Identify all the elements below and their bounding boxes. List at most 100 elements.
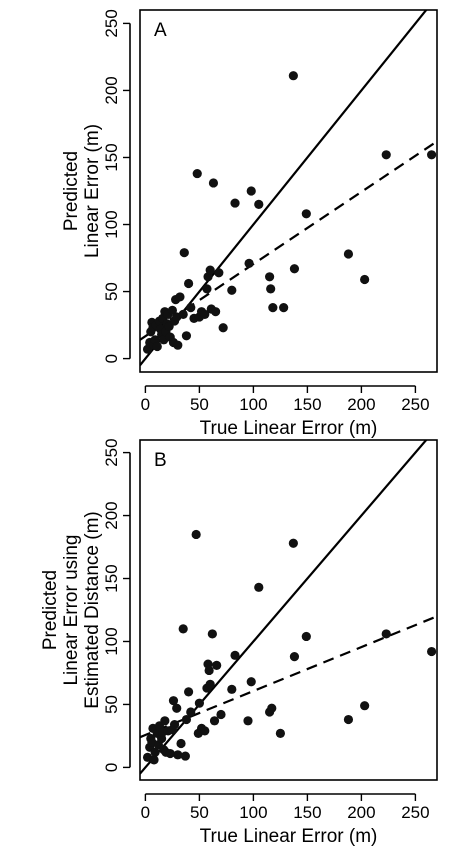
panel-label: B: [154, 450, 167, 471]
data-point: [301, 209, 311, 219]
data-point: [267, 703, 277, 713]
y-tick-label: 50: [102, 695, 121, 714]
data-point: [266, 284, 276, 294]
plot-frame: [139, 9, 438, 373]
x-tick-label: 100: [239, 803, 267, 822]
data-point: [175, 292, 185, 302]
data-point: [289, 264, 300, 274]
data-point: [275, 728, 285, 739]
data-point: [243, 716, 253, 726]
data-point: [211, 307, 221, 317]
data-point: [205, 679, 215, 689]
y-tick-label: 250: [102, 9, 121, 37]
data-point: [227, 285, 237, 295]
y-tick-label: 200: [102, 76, 121, 104]
data-point: [176, 738, 186, 749]
y-tick-label: 150: [102, 564, 121, 592]
x-tick-label: 50: [190, 395, 209, 414]
data-point: [254, 199, 264, 210]
data-point: [152, 341, 162, 352]
data-point: [172, 703, 182, 713]
y-tick-label: 100: [102, 210, 121, 238]
panel-label: A: [154, 20, 167, 41]
data-point: [381, 150, 391, 160]
x-tick-label: 0: [141, 395, 150, 414]
y-tick-label: 50: [102, 282, 121, 301]
data-point: [186, 707, 196, 717]
data-point: [214, 268, 224, 278]
data-point: [209, 716, 220, 726]
x-axis-title: True Linear Error (m): [200, 826, 378, 847]
panel-b: 0 50 100 150 200 250 True Linear Error (m) 0 50 1…: [40, 438, 438, 847]
data-point: [194, 698, 204, 708]
data-point: [246, 186, 256, 196]
x-axis-title: True Linear Error (m): [200, 418, 378, 439]
y-axis-title-line: Linear Error (m): [82, 124, 103, 258]
data-point: [360, 701, 370, 711]
data-point: [167, 305, 177, 315]
data-point: [191, 529, 201, 540]
data-point: [343, 249, 354, 259]
data-point: [212, 660, 222, 671]
x-tick-label: 150: [293, 803, 321, 822]
panel-a: 0 50 100 150 200 250 True Linear Error (m) 0 50 1…: [61, 9, 438, 439]
y-axis-title-line: Estimated Distance (m): [82, 511, 103, 708]
data-point: [288, 538, 298, 548]
data-point: [149, 755, 159, 765]
data-point: [268, 303, 278, 313]
data-point: [216, 709, 226, 720]
data-point: [279, 303, 289, 313]
data-point: [254, 582, 264, 592]
x-tick-label: 250: [401, 395, 429, 414]
data-point: [343, 714, 354, 725]
data-point: [169, 719, 180, 730]
data-point: [186, 303, 196, 313]
y-axis-title-line: Predicted: [61, 151, 82, 231]
x-tick-label: 100: [239, 395, 267, 414]
data-point: [208, 178, 219, 188]
data-point: [207, 629, 217, 639]
data-point: [301, 631, 311, 642]
data-point: [165, 748, 175, 759]
y-tick-label: 0: [102, 763, 121, 772]
x-tick-label: 200: [347, 803, 375, 822]
y-tick-label: 150: [102, 143, 121, 171]
data-point: [178, 624, 188, 634]
data-point: [205, 265, 215, 275]
data-point: [192, 168, 202, 179]
data-point: [427, 646, 437, 657]
data-point: [173, 750, 183, 760]
data-point: [200, 726, 210, 736]
y-tick-label: 0: [102, 354, 121, 363]
data-point: [160, 716, 170, 726]
x-tick-label: 150: [293, 395, 321, 414]
data-point: [218, 323, 228, 333]
data-point: [288, 71, 298, 81]
data-point: [180, 751, 190, 761]
data-point: [202, 284, 212, 294]
data-point: [184, 687, 194, 697]
data-point: [227, 684, 237, 694]
data-point: [289, 651, 300, 662]
y-axis-title-line: Linear Error using: [61, 534, 82, 685]
data-point: [204, 665, 214, 676]
data-point: [230, 650, 240, 660]
data-point: [168, 696, 179, 706]
data-point: [246, 677, 256, 687]
x-tick-label: 50: [190, 803, 209, 822]
data-point: [265, 272, 275, 282]
data-point: [200, 309, 210, 319]
data-point: [360, 274, 370, 285]
y-tick-label: 100: [102, 627, 121, 655]
y-tick-label: 250: [102, 438, 121, 466]
data-point: [181, 714, 192, 725]
data-point: [173, 340, 183, 350]
y-axis-title-line: Predicted: [40, 570, 61, 650]
x-tick-label: 0: [141, 803, 150, 822]
data-point: [230, 198, 240, 208]
data-point: [184, 278, 194, 289]
x-tick-label: 200: [347, 395, 375, 414]
data-point: [427, 150, 437, 160]
data-point: [178, 309, 188, 319]
